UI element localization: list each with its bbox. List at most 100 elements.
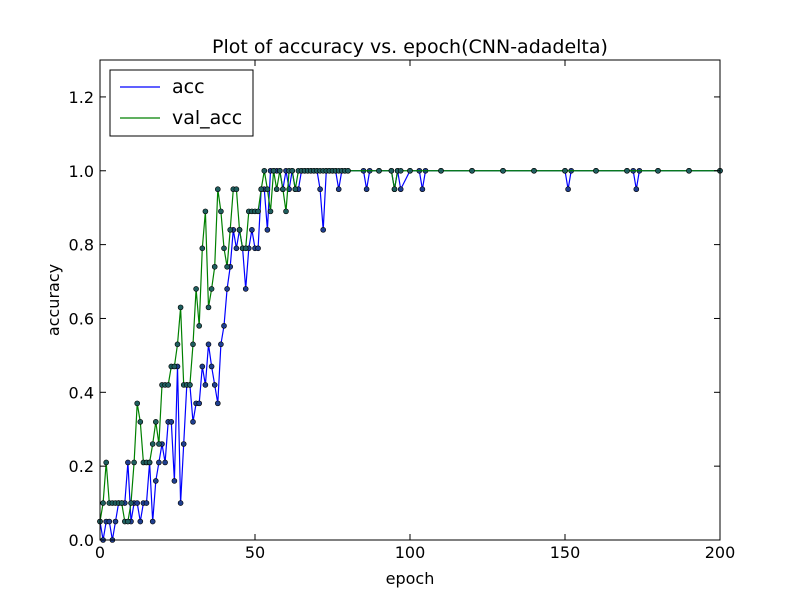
x-tick-label: 150 [550, 543, 581, 562]
data-point-val-acc [500, 167, 506, 174]
data-point-val-acc [469, 167, 475, 174]
data-point-val-acc [146, 459, 153, 466]
data-point-acc [208, 363, 215, 370]
data-point-acc [106, 518, 113, 525]
data-point-val-acc [345, 167, 351, 174]
data-point-val-acc [388, 167, 395, 174]
data-point-acc [162, 459, 168, 466]
data-point-acc [202, 382, 209, 388]
y-tick-label: 0.2 [69, 457, 94, 476]
x-tick-label: 100 [395, 543, 426, 562]
data-point-acc [335, 186, 342, 193]
data-point-val-acc [156, 441, 162, 447]
data-point-val-acc [258, 186, 265, 193]
data-point-val-acc [125, 518, 131, 525]
data-point-val-acc [624, 167, 630, 174]
data-point-val-acc [218, 208, 224, 215]
data-point-val-acc [118, 500, 125, 506]
y-tick-label: 0.4 [69, 383, 94, 402]
data-point-val-acc [205, 304, 212, 311]
data-point-val-acc [242, 245, 249, 252]
data-point-acc [565, 186, 571, 193]
data-point-val-acc [165, 382, 171, 388]
data-point-val-acc [177, 304, 184, 311]
legend-label-acc: acc [172, 76, 205, 98]
data-point-acc [199, 363, 206, 370]
data-point-acc [190, 419, 196, 425]
data-point-val-acc [227, 227, 233, 233]
data-point-val-acc [562, 167, 568, 174]
data-point-acc [218, 341, 224, 348]
x-tick-label: 50 [245, 543, 265, 562]
y-tick-label: 0.8 [69, 236, 94, 255]
data-point-val-acc [407, 167, 413, 174]
data-point-val-acc [100, 500, 106, 506]
data-point-acc [255, 245, 261, 252]
data-point-acc [242, 286, 249, 292]
data-point-val-acc [224, 263, 230, 270]
series-val-acc [97, 167, 723, 525]
data-point-val-acc [171, 363, 178, 370]
data-point-val-acc [103, 459, 109, 466]
data-point-acc [137, 518, 144, 525]
data-point-val-acc [149, 441, 156, 447]
data-point-val-acc [655, 167, 661, 174]
data-point-val-acc [273, 186, 280, 193]
data-point-acc [363, 186, 370, 193]
data-point-acc [168, 419, 175, 425]
y-tick-label: 1.0 [69, 162, 94, 181]
data-point-val-acc [187, 382, 193, 388]
data-point-val-acc [264, 186, 271, 193]
data-point-val-acc [255, 208, 261, 215]
data-point-acc [397, 186, 404, 193]
data-point-val-acc [686, 167, 692, 174]
data-point-val-acc [190, 341, 196, 348]
y-tick-label: 0.0 [69, 531, 94, 550]
x-tick-label: 200 [705, 543, 736, 562]
data-point-acc [233, 245, 240, 252]
legend-box [109, 69, 254, 137]
series-layer [97, 167, 723, 543]
data-point-val-acc [221, 245, 227, 252]
data-point-val-acc [128, 500, 134, 506]
data-point-val-acc [593, 167, 599, 174]
data-point-val-acc [283, 208, 289, 215]
data-point-val-acc [270, 167, 277, 174]
data-point-acc [264, 227, 271, 233]
x-axis: 0 50 100 150 200 [95, 60, 735, 562]
data-point-val-acc [438, 167, 444, 174]
data-point-acc [112, 518, 119, 525]
data-point-val-acc [215, 186, 221, 193]
data-point-val-acc [280, 186, 286, 193]
data-point-val-acc [292, 186, 299, 193]
x-tick-label: 0 [95, 543, 105, 562]
plot-area [100, 60, 720, 540]
data-point-acc [149, 518, 156, 525]
data-point-val-acc [391, 186, 398, 193]
data-point-val-acc [276, 167, 283, 174]
y-tick-label: 1.2 [69, 88, 94, 107]
data-point-val-acc [202, 208, 209, 215]
x-axis-title: epoch [386, 569, 435, 588]
chart-title: Plot of accuracy vs. epoch(CNN-adadelta) [212, 36, 608, 58]
data-point-val-acc [134, 400, 140, 407]
data-point-acc [177, 500, 184, 506]
data-point-val-acc [174, 341, 181, 348]
data-point-acc [249, 227, 255, 233]
data-point-val-acc [267, 208, 274, 215]
data-point-val-acc [233, 186, 240, 193]
data-point-val-acc [397, 167, 404, 174]
data-point-acc [143, 500, 150, 506]
data-point-val-acc [261, 167, 268, 174]
data-point-acc [633, 186, 640, 193]
data-point-val-acc [236, 227, 243, 233]
data-point-val-acc [193, 286, 199, 292]
data-point-val-acc [137, 419, 144, 425]
data-point-acc [317, 186, 323, 193]
data-point-val-acc [153, 419, 159, 425]
legend: acc val_acc [109, 69, 254, 137]
data-point-val-acc [289, 167, 296, 174]
legend-label-val-acc: val_acc [172, 107, 242, 129]
y-tick-label: 0.6 [69, 309, 94, 328]
data-point-acc [221, 323, 227, 329]
